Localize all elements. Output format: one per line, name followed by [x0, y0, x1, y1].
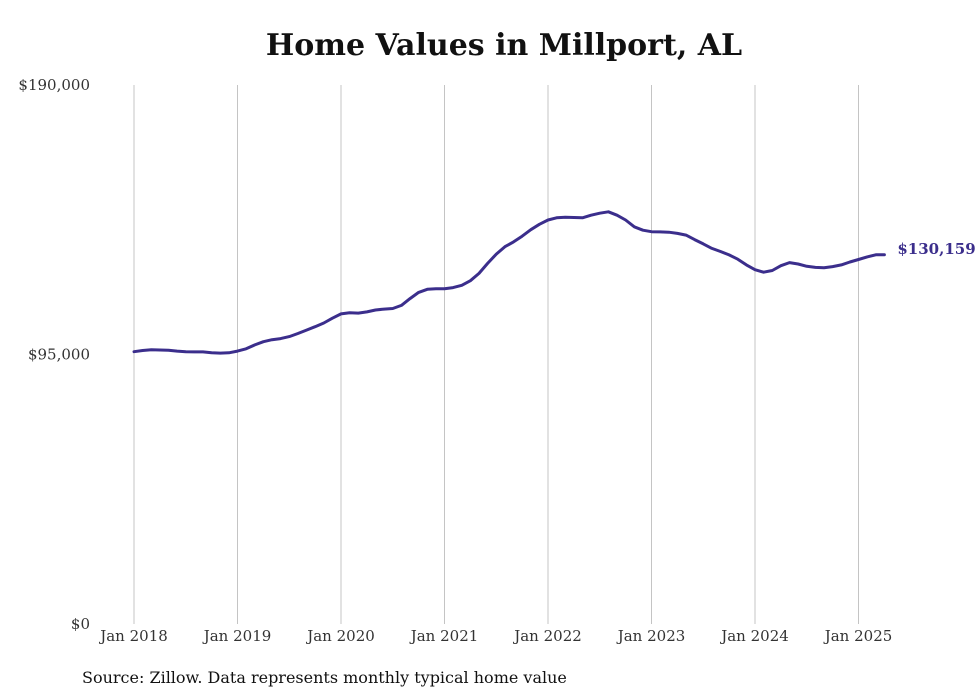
x-tick-label: Jan 2020	[305, 627, 375, 645]
x-tick-label: Jan 2022	[512, 627, 582, 645]
y-tick-label: $190,000	[18, 76, 90, 94]
x-axis: Jan 2018 Jan 2019 Jan 2020 Jan 2021 Jan 2022…	[98, 627, 892, 645]
y-axis: $0 $95,000 $190,000	[18, 76, 90, 633]
x-tick-label: Jan 2018	[98, 627, 168, 645]
x-tick-label: Jan 2025	[823, 627, 893, 645]
series-layer: $130,159	[132, 210, 976, 355]
source-note: Source: Zillow. Data represents monthly …	[82, 668, 567, 687]
gridlines	[133, 85, 859, 624]
series-line	[132, 210, 886, 355]
y-tick-label: $95,000	[28, 346, 90, 364]
x-tick-label: Jan 2021	[409, 627, 479, 645]
x-tick-label: Jan 2023	[616, 627, 686, 645]
y-tick-label: $0	[71, 615, 90, 633]
x-tick-label: Jan 2019	[202, 627, 272, 645]
chart-title: Home Values in Millport, AL	[265, 28, 743, 63]
x-tick-label: Jan 2024	[719, 627, 789, 645]
end-value-label: $130,159	[897, 240, 975, 258]
